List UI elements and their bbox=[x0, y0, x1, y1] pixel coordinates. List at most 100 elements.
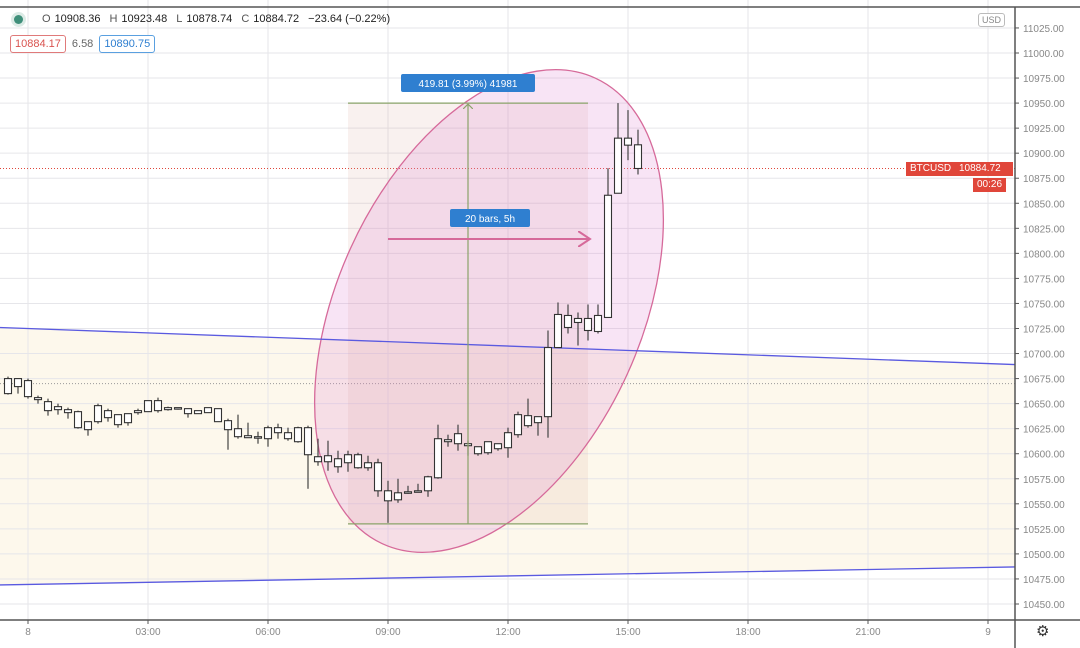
candle bbox=[13, 378, 23, 394]
price-axis-label: 11025.00 bbox=[1023, 24, 1064, 35]
symbol-price-tag: BTCUSD bbox=[906, 162, 956, 176]
sell-button[interactable]: 10884.17 bbox=[10, 35, 66, 53]
currency-button[interactable]: USD bbox=[978, 13, 1006, 27]
candle bbox=[253, 431, 263, 444]
candle-body bbox=[3, 378, 13, 395]
candle-body bbox=[623, 137, 633, 146]
candle-body bbox=[473, 446, 483, 455]
candle bbox=[43, 398, 53, 416]
candle-body bbox=[33, 397, 43, 401]
candle bbox=[593, 304, 603, 334]
candle bbox=[473, 446, 483, 456]
candle-body bbox=[313, 456, 323, 463]
candle bbox=[223, 418, 233, 450]
candle-body bbox=[633, 144, 643, 170]
measure-price-label-bg bbox=[401, 74, 535, 92]
measure-price-label: 419.81 (3.99%) 41981 bbox=[419, 79, 518, 90]
price-axis-label: 10975.00 bbox=[1023, 74, 1065, 85]
price-axis-label: 10600.00 bbox=[1023, 450, 1065, 461]
candle-body bbox=[613, 137, 623, 194]
candle bbox=[213, 408, 223, 423]
candle-body bbox=[113, 414, 123, 426]
gear-icon[interactable]: ⚙ bbox=[1036, 623, 1050, 640]
candle bbox=[203, 407, 213, 414]
candle bbox=[123, 413, 133, 426]
candle bbox=[623, 110, 633, 161]
candle-body bbox=[553, 313, 563, 349]
low-label: L bbox=[176, 13, 183, 25]
candle-body bbox=[533, 416, 543, 424]
price-axis-label: 10750.00 bbox=[1023, 299, 1065, 310]
candle bbox=[363, 455, 373, 471]
candle-body bbox=[483, 441, 493, 454]
candle bbox=[613, 103, 623, 194]
candle bbox=[433, 424, 443, 479]
measure-bars-label-bg bbox=[450, 209, 530, 227]
candle-body bbox=[563, 314, 573, 329]
candle bbox=[293, 426, 303, 443]
price-axis-label: 11000.00 bbox=[1023, 49, 1064, 60]
close-label: C bbox=[241, 13, 250, 25]
candle-body bbox=[173, 407, 183, 410]
candle bbox=[113, 414, 123, 428]
last-price-tag: 10884.72 bbox=[955, 162, 1013, 176]
close-value: 10884.72 bbox=[253, 13, 300, 25]
price-axis-label: 10850.00 bbox=[1023, 199, 1065, 210]
candle bbox=[343, 450, 353, 472]
candle-body bbox=[93, 405, 103, 423]
trend-line-upper[interactable] bbox=[0, 326, 1016, 366]
candle bbox=[583, 304, 593, 341]
candle bbox=[243, 422, 253, 439]
candle-body bbox=[373, 462, 383, 492]
candle bbox=[133, 408, 143, 415]
candle bbox=[483, 441, 493, 455]
trend-line-lower[interactable] bbox=[0, 566, 1016, 586]
candle bbox=[83, 421, 93, 436]
candle-body bbox=[73, 411, 83, 429]
buy-button[interactable]: 10890.75 bbox=[99, 35, 156, 53]
price-axis-label: 10550.00 bbox=[1023, 500, 1065, 511]
candle-body bbox=[23, 380, 33, 398]
time-axis-label: 12:00 bbox=[495, 627, 520, 638]
candle-body bbox=[493, 443, 503, 450]
candle-body bbox=[13, 378, 23, 388]
candle-body bbox=[53, 406, 63, 411]
candle-body bbox=[123, 413, 133, 424]
candle-body bbox=[323, 455, 333, 463]
candle bbox=[193, 410, 203, 415]
candle bbox=[553, 302, 563, 349]
candle bbox=[153, 397, 163, 413]
candle-body bbox=[453, 433, 463, 445]
candle-body bbox=[283, 432, 293, 440]
ellipse-drawing[interactable] bbox=[245, 15, 734, 607]
price-axis-label: 10875.00 bbox=[1023, 174, 1065, 185]
candle bbox=[493, 443, 503, 451]
candle-body bbox=[243, 435, 253, 439]
candle bbox=[573, 312, 583, 346]
candle-body bbox=[593, 314, 603, 333]
status-dot-icon bbox=[14, 14, 23, 24]
price-axis-label: 10725.00 bbox=[1023, 324, 1065, 335]
candle-body bbox=[413, 490, 423, 493]
candle bbox=[383, 480, 393, 523]
candle bbox=[513, 411, 523, 438]
price-axis-label: 10525.00 bbox=[1023, 525, 1065, 536]
high-label: H bbox=[109, 13, 118, 25]
candle bbox=[3, 376, 13, 395]
time-axis-label: 15:00 bbox=[615, 627, 640, 638]
price-axis-label: 10700.00 bbox=[1023, 350, 1065, 361]
candle-body bbox=[273, 427, 283, 434]
time-axis-label: 18:00 bbox=[735, 627, 760, 638]
candle bbox=[413, 483, 423, 493]
time-axis-label: 9 bbox=[985, 627, 991, 638]
candle-body bbox=[163, 407, 173, 411]
candle-body bbox=[133, 410, 143, 414]
candle bbox=[393, 478, 403, 503]
candle-body bbox=[383, 490, 393, 502]
high-value: 10923.48 bbox=[121, 13, 168, 25]
bar-countdown: 00:26 bbox=[973, 178, 1007, 192]
candle bbox=[333, 450, 343, 473]
candle-body bbox=[213, 408, 223, 423]
candle-body bbox=[253, 436, 263, 439]
